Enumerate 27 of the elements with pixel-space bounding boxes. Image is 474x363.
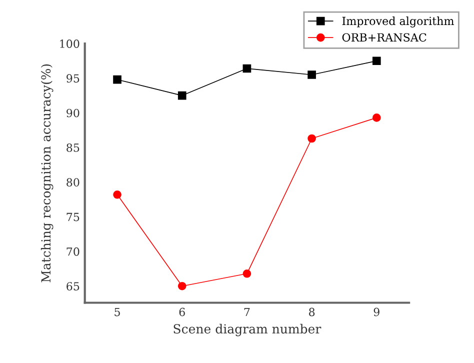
y-axis-title: Matching recognition accuracy(%) <box>40 64 54 282</box>
x-tick-label: 6 <box>179 308 185 316</box>
y-tick-label: 65 <box>66 282 80 290</box>
legend-label: ORB+RANSAC <box>342 33 426 42</box>
y-tick-label: 70 <box>66 247 80 256</box>
point <box>113 190 122 199</box>
point <box>242 269 252 278</box>
x-tick-label: 7 <box>244 308 250 316</box>
point <box>178 91 186 100</box>
y-tick-label: 85 <box>66 143 80 152</box>
y-tick-label: 75 <box>66 212 80 222</box>
x-tick-label: 5 <box>114 308 120 316</box>
y-tick-label: 80 <box>66 178 80 187</box>
x-tick-label: 9 <box>374 308 380 316</box>
point <box>178 282 186 290</box>
y-tick-label: 90 <box>66 108 80 118</box>
point <box>308 134 316 143</box>
y-tick-label: 100 <box>60 40 80 48</box>
point <box>372 56 381 66</box>
legend-label: Improved algorithm <box>342 16 454 28</box>
point <box>113 75 122 84</box>
y-tick-label: 95 <box>66 74 80 83</box>
x-axis-title: Scene diagram number <box>174 324 322 336</box>
x-tick-label: 8 <box>309 308 315 316</box>
point <box>242 64 252 73</box>
point <box>308 70 316 79</box>
point <box>372 114 381 122</box>
